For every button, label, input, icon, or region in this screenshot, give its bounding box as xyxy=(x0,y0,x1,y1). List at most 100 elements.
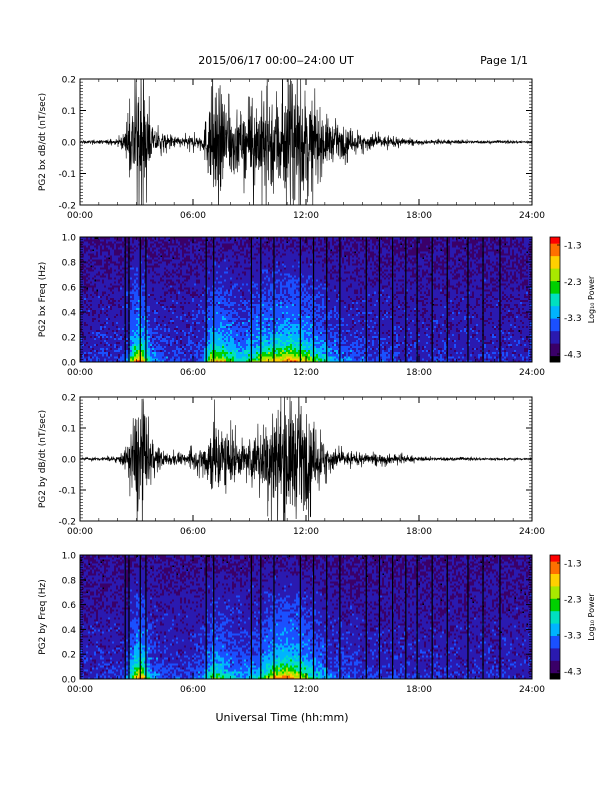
spectrogram-cell xyxy=(98,261,100,263)
spectrogram-cell xyxy=(98,328,100,330)
spectrogram-cell xyxy=(184,312,186,314)
spectrogram-cell xyxy=(186,322,188,324)
spectrogram-cell xyxy=(198,322,200,324)
spectrogram-cell xyxy=(150,249,152,251)
spectrogram-cell xyxy=(162,302,164,304)
spectrogram-cell xyxy=(118,283,120,285)
spectrogram-cell xyxy=(200,277,202,279)
spectrogram-cell xyxy=(148,324,150,326)
spectrogram-cell xyxy=(180,308,182,310)
spectrogram-cell xyxy=(208,253,210,255)
x-tick-label: 06:00 xyxy=(180,211,206,221)
spectrogram-cell xyxy=(148,310,150,312)
spectrogram-cell xyxy=(202,342,204,344)
spectrogram-cell xyxy=(230,312,232,314)
spectrogram-cell xyxy=(166,320,168,322)
spectrogram-cell xyxy=(220,283,222,285)
spectrogram-cell xyxy=(214,245,216,247)
spectrogram-cell xyxy=(132,330,134,332)
spectrogram-cell xyxy=(102,336,104,338)
spectrogram-cell xyxy=(114,267,116,269)
spectrogram-cell xyxy=(158,289,160,291)
spectrogram-cell xyxy=(152,283,154,285)
spectrogram-cell xyxy=(142,314,144,316)
spectrogram-cell xyxy=(96,302,98,304)
spectrogram-cell xyxy=(194,251,196,253)
spectrogram-cell xyxy=(178,251,180,253)
spectrogram-cell xyxy=(220,277,222,279)
spectrogram-cell xyxy=(178,283,180,285)
spectrogram-cell xyxy=(98,354,100,356)
spectrogram-cell xyxy=(86,249,88,251)
spectrogram-cell xyxy=(226,281,228,283)
spectrogram-cell xyxy=(132,249,134,251)
spectrogram-cell xyxy=(224,322,226,324)
spectrogram-cell xyxy=(106,348,108,350)
spectrogram-cell xyxy=(106,308,108,310)
spectrogram-cell xyxy=(222,259,224,261)
spectrogram-cell xyxy=(98,291,100,293)
spectrogram-cell xyxy=(114,257,116,259)
spectrogram-cell xyxy=(228,273,230,275)
spectrogram-cell xyxy=(220,273,222,275)
spectrogram-cell xyxy=(190,352,192,354)
spectrogram-cell xyxy=(184,332,186,334)
spectrogram-cell xyxy=(96,271,98,273)
spectrogram-cell xyxy=(234,265,236,267)
spectrogram-cell xyxy=(152,304,154,306)
spectrogram-cell xyxy=(214,239,216,241)
spectrogram-cell xyxy=(118,239,120,241)
spectrogram-cell xyxy=(150,330,152,332)
spectrogram-cell xyxy=(202,308,204,310)
spectrogram-cell xyxy=(136,348,138,350)
spectrogram-cell xyxy=(194,350,196,352)
spectrogram-cell xyxy=(214,326,216,328)
spectrogram-cell xyxy=(208,249,210,251)
spectrogram-cell xyxy=(130,310,132,312)
spectrogram-cell xyxy=(188,346,190,348)
spectrogram-cell xyxy=(154,259,156,261)
spectrogram-cell xyxy=(196,295,198,297)
spectrogram-cell xyxy=(198,336,200,338)
spectrogram-cell xyxy=(198,330,200,332)
spectrogram-cell xyxy=(154,267,156,269)
spectrogram-cell xyxy=(96,346,98,348)
spectrogram-cell xyxy=(214,273,216,275)
spectrogram-cell xyxy=(136,251,138,253)
spectrogram-cell xyxy=(126,289,128,291)
spectrogram-cell xyxy=(90,334,92,336)
spectrogram-cell xyxy=(184,350,186,352)
spectrogram-cell xyxy=(106,263,108,265)
spectrogram-cell xyxy=(168,251,170,253)
spectrogram-cell xyxy=(168,314,170,316)
spectrogram-cell xyxy=(174,251,176,253)
spectrogram-cell xyxy=(88,342,90,344)
spectrogram-cell xyxy=(94,348,96,350)
spectrogram-cell xyxy=(220,314,222,316)
spectrogram-cell xyxy=(86,350,88,352)
spectrogram-cell xyxy=(222,243,224,245)
spectrogram-cell xyxy=(116,261,118,263)
spectrogram-cell xyxy=(168,358,170,360)
spectrogram-cell xyxy=(180,279,182,281)
spectrogram-cell xyxy=(106,334,108,336)
spectrogram-cell xyxy=(186,295,188,297)
spectrogram-cell xyxy=(132,293,134,295)
spectrogram-cell xyxy=(166,310,168,312)
spectrogram-cell xyxy=(86,293,88,295)
spectrogram-cell xyxy=(216,275,218,277)
spectrogram-cell xyxy=(178,338,180,340)
spectrogram-cell xyxy=(160,279,162,281)
spectrogram-cell xyxy=(104,275,106,277)
spectrogram-cell xyxy=(200,267,202,269)
spectrogram-cell xyxy=(200,318,202,320)
spectrogram-cell xyxy=(102,300,104,302)
spectrogram-cell xyxy=(156,287,158,289)
spectrogram-cell xyxy=(150,283,152,285)
spectrogram-cell xyxy=(84,316,86,318)
spectrogram-cell xyxy=(222,295,224,297)
spectrogram-cell xyxy=(92,354,94,356)
spectrogram-cell xyxy=(110,336,112,338)
spectrogram-cell xyxy=(110,267,112,269)
spectrogram-cell xyxy=(100,326,102,328)
